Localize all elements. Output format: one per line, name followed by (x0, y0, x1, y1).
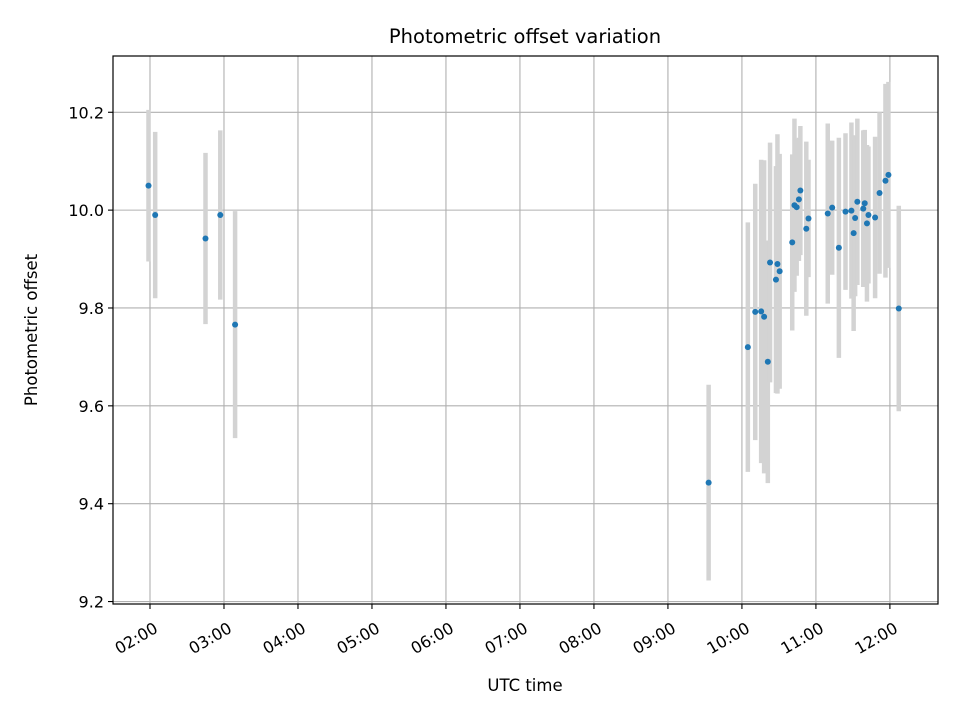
data-point (829, 204, 836, 211)
data-point (824, 210, 831, 217)
data-point (848, 207, 855, 214)
data-point (876, 190, 883, 196)
data-point (145, 182, 152, 189)
data-point (863, 220, 870, 227)
data-point (872, 214, 879, 221)
data-point (895, 305, 902, 312)
y-tick-label: 10.0 (68, 201, 104, 220)
y-tick-label: 9.4 (79, 495, 104, 514)
data-point (776, 268, 783, 275)
data-point (860, 205, 867, 212)
data-point (202, 235, 209, 242)
data-point (772, 276, 779, 283)
data-point (842, 208, 849, 215)
data-point (805, 215, 812, 222)
data-point (803, 225, 810, 232)
data-point (752, 308, 759, 315)
data-point (882, 177, 889, 184)
data-point (705, 479, 712, 486)
y-axis-label: Photometric offset (22, 253, 41, 406)
y-tick-label: 9.2 (79, 593, 104, 612)
data-point (764, 358, 771, 365)
y-axis-ticks: 9.2 9.4 9.6 9.8 10.0 10.2 (68, 103, 113, 612)
plot-frame (112, 55, 939, 605)
grid-lines (113, 56, 938, 604)
data-point (865, 212, 872, 219)
data-point (852, 214, 859, 221)
data-point (758, 308, 765, 315)
y-tick-label: 10.2 (68, 103, 104, 122)
y-tick-label: 9.8 (79, 299, 104, 318)
data-point (850, 230, 857, 237)
data-point (835, 244, 842, 251)
data-point (795, 196, 802, 203)
chart-title: Photometric offset variation (389, 25, 661, 48)
data-point (744, 344, 751, 351)
data-points (145, 171, 902, 486)
data-point (767, 259, 774, 266)
data-point (232, 321, 239, 328)
x-axis-label: UTC time (487, 676, 562, 695)
y-tick-label: 9.6 (79, 397, 104, 416)
data-point (761, 313, 768, 320)
data-point (885, 171, 892, 178)
data-point (861, 200, 868, 207)
data-point (217, 212, 224, 219)
data-point (152, 212, 159, 219)
data-point (854, 198, 861, 205)
data-point (774, 260, 781, 267)
data-point (789, 239, 796, 246)
data-point (793, 204, 800, 211)
data-point (797, 187, 804, 194)
